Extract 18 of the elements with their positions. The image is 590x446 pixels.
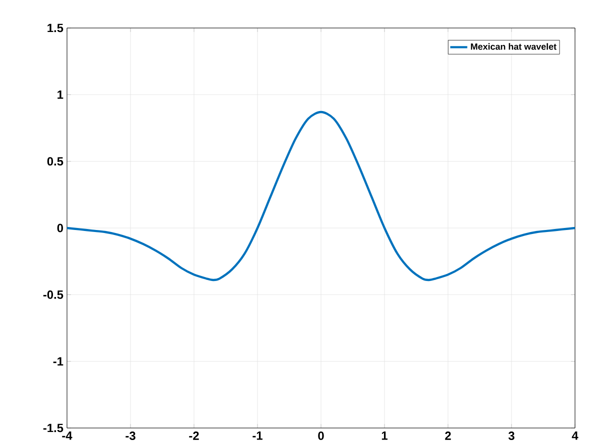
x-tick-label: -2 <box>189 432 199 440</box>
y-tick-label: -1.5 <box>43 424 64 432</box>
y-tick-label: 0.5 <box>47 157 64 166</box>
y-tick-label: 0 <box>57 224 63 232</box>
x-tick-label: 0 <box>318 432 324 440</box>
x-tick-label: -3 <box>126 432 136 440</box>
line-series <box>67 110 576 282</box>
y-tick-label: 1 <box>58 90 64 99</box>
x-tick-label: 3 <box>508 432 514 440</box>
x-tick-label: -1 <box>252 432 262 440</box>
y-tick-label: -0.5 <box>43 290 64 299</box>
legend-label: Mexican hat wavelet <box>470 43 556 50</box>
x-tick-label: 1 <box>382 432 388 440</box>
y-tick-label: -1 <box>53 357 64 366</box>
y-tick-label: 1.5 <box>48 24 64 32</box>
x-tick-label: 2 <box>445 432 451 440</box>
x-tick-label: 4 <box>572 432 578 440</box>
x-tick-label: -4 <box>62 432 72 440</box>
